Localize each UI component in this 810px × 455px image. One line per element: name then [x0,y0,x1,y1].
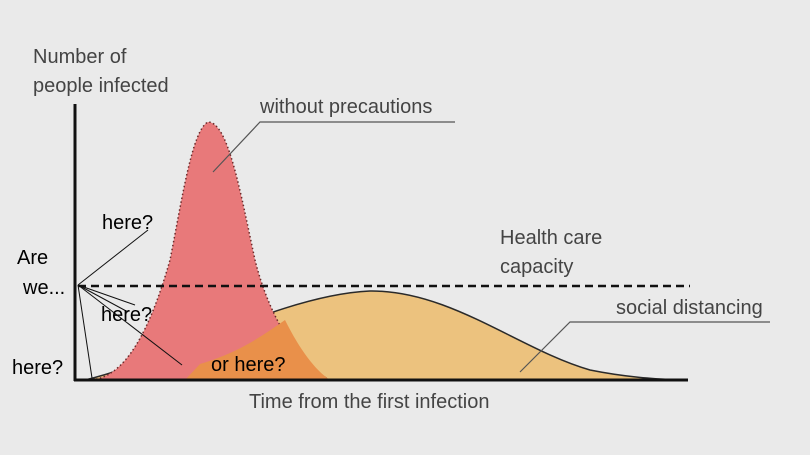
arrow-to-middle-here-b [77,284,129,313]
arrow-to-lower-here [77,284,93,379]
without-precautions-leader [212,121,455,173]
capacity-label-line1: Health care [500,227,602,249]
social-distancing-leader [519,321,770,373]
here-lower-label: here? [12,357,63,379]
arrow-to-upper-here [77,229,149,286]
here-middle-label: here? [101,304,152,326]
arrow-to-middle-here-a [77,284,136,306]
overlap-region [185,320,330,380]
or-here-label: or here? [211,354,286,376]
here-upper-label: here? [102,212,153,234]
social-distancing-label: social distancing [616,297,763,319]
y-axis-label-line1: Number of [33,46,127,68]
capacity-label-line2: capacity [500,256,573,278]
y-axis-label-line2: people infected [33,75,169,97]
without-precautions-curve [87,121,331,381]
we-label: we... [22,277,65,299]
x-axis-label: Time from the first infection [249,391,489,413]
without-precautions-label: without precautions [259,96,432,118]
arrow-to-or-here [77,284,183,366]
are-label: Are [17,247,48,269]
